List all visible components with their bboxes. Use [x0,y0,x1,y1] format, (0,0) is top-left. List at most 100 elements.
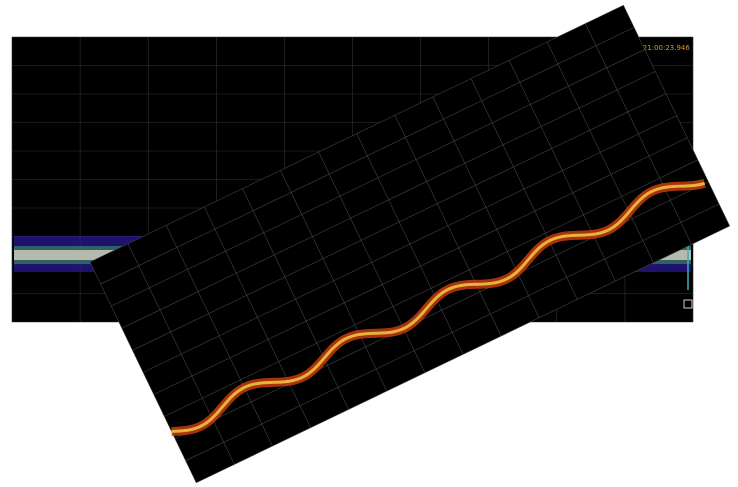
front-panel [89,5,730,484]
spectrum-trace [524,210,554,269]
spectrum-trace [274,342,305,404]
spectrum-trace [423,228,464,311]
spectrum-trace [254,348,283,406]
spectrum-trace [653,130,693,209]
spectrum-trace [637,123,681,210]
spectrum-trace [429,238,465,311]
spectrum-trace [499,180,546,276]
spectrum-trace [496,176,546,277]
spectrum-trace [438,244,471,309]
spectrum-trace [534,165,581,259]
spectrum-trace [217,322,260,409]
spectrum-trace [309,270,355,363]
spectrum-trace [461,237,496,307]
spectrum-trace [488,186,538,286]
spectrum-trace [234,333,271,407]
spectrum-trace [272,324,311,402]
spectrum-trace [271,316,314,401]
spectrum-trace [563,179,602,258]
spectrum-trace [177,330,229,436]
spectrum-trace [351,296,381,357]
spectrum-trace [317,268,362,360]
spectrum-trace [656,133,694,209]
spectrum-trace [566,193,599,258]
spectrum-trace [171,342,221,444]
spectrum-trace [182,381,215,448]
spectrum-trace [640,127,682,210]
spectrum-trace [380,297,408,354]
spectrum-trace [281,299,327,391]
spectrum-trace [269,321,309,403]
spectrum-trace [185,375,220,445]
spectrum-trace [409,237,450,319]
spectrum-trace [540,193,573,260]
spectrum-trace [377,274,416,352]
spectrum-trace [335,287,371,358]
spectrum-trace [624,106,676,211]
spectrum-trace [175,342,224,441]
spectrum-trace [424,236,462,312]
spectrum-trace [586,156,631,246]
spectrum-trace [218,302,270,407]
spectrum-trace [572,199,601,258]
spectrum-trace [582,146,632,245]
spectrum-trace [381,297,409,354]
spectrum-trace [507,186,550,273]
spectrum-trace [422,237,459,313]
spectrum-trace [516,201,551,271]
spectrum-trace [178,355,222,443]
spectrum-trace [334,272,377,357]
spectrum-trace [660,139,695,209]
spectrum-trace [465,222,507,306]
spectrum-trace [324,270,368,358]
back-timestamp: 1:21:00:23.946 [636,44,690,52]
spectrum-trace [562,55,647,228]
spectrum-trace [494,185,542,281]
spectrum-trace [278,285,330,389]
spectrum-trace [406,227,451,319]
spectrum-trace [523,213,552,270]
spectrum-trace [280,336,313,401]
spectrum-trace [182,385,214,449]
spectrum-trace [323,278,363,360]
spectrum-trace [238,328,277,406]
spectrum-trace [283,300,328,390]
spectrum-trace [350,289,384,357]
grid-line [89,5,624,263]
spectrum-trace [190,345,233,432]
spectrum-trace [538,203,567,261]
spectrum-trace [175,329,228,437]
spectrum-trace [590,157,633,244]
spectrum-trace [408,230,452,318]
spectrum-trace [208,306,259,410]
spectrum-trace [645,120,689,210]
spectrum-trace [190,343,234,431]
spectrum-trace [502,200,542,280]
spectrum-trace [383,277,420,350]
spectrum-trace [181,329,232,433]
spectrum-trace [657,141,691,210]
spectrum-trace [495,177,545,278]
spectrum-trace [382,296,411,354]
spectrum-trace [590,131,641,235]
spectrum-trace [404,207,457,314]
spectrum-trace [408,211,458,314]
spectrum-trace [174,358,218,446]
spectrum-trace [457,241,491,308]
spectrum-trace [375,249,423,347]
spectrum-trace [344,287,379,357]
spectrum-trace [379,239,430,341]
spectrum-trace [279,337,312,402]
spectrum-trace [310,269,356,363]
spectrum-trace [326,277,366,359]
spectrum-trace [257,350,285,406]
spectrum-trace [417,225,460,313]
spectrum-trace [238,324,279,406]
spectrum-trace [373,287,407,355]
spectrum-trace [466,240,499,307]
spectrum-trace [544,162,592,258]
spectrum-trace [297,259,350,367]
spectrum-trace [461,250,490,308]
spectrum-band [171,181,706,433]
